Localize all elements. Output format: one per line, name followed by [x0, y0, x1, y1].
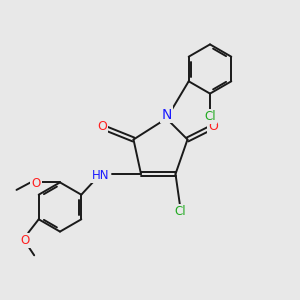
Text: O: O [97, 120, 107, 133]
Text: Cl: Cl [174, 205, 186, 218]
Text: O: O [21, 234, 30, 247]
Text: O: O [32, 177, 40, 190]
Text: Cl: Cl [204, 110, 216, 123]
Text: O: O [208, 120, 218, 133]
Text: N: N [161, 108, 172, 122]
Text: HN: HN [92, 169, 109, 182]
